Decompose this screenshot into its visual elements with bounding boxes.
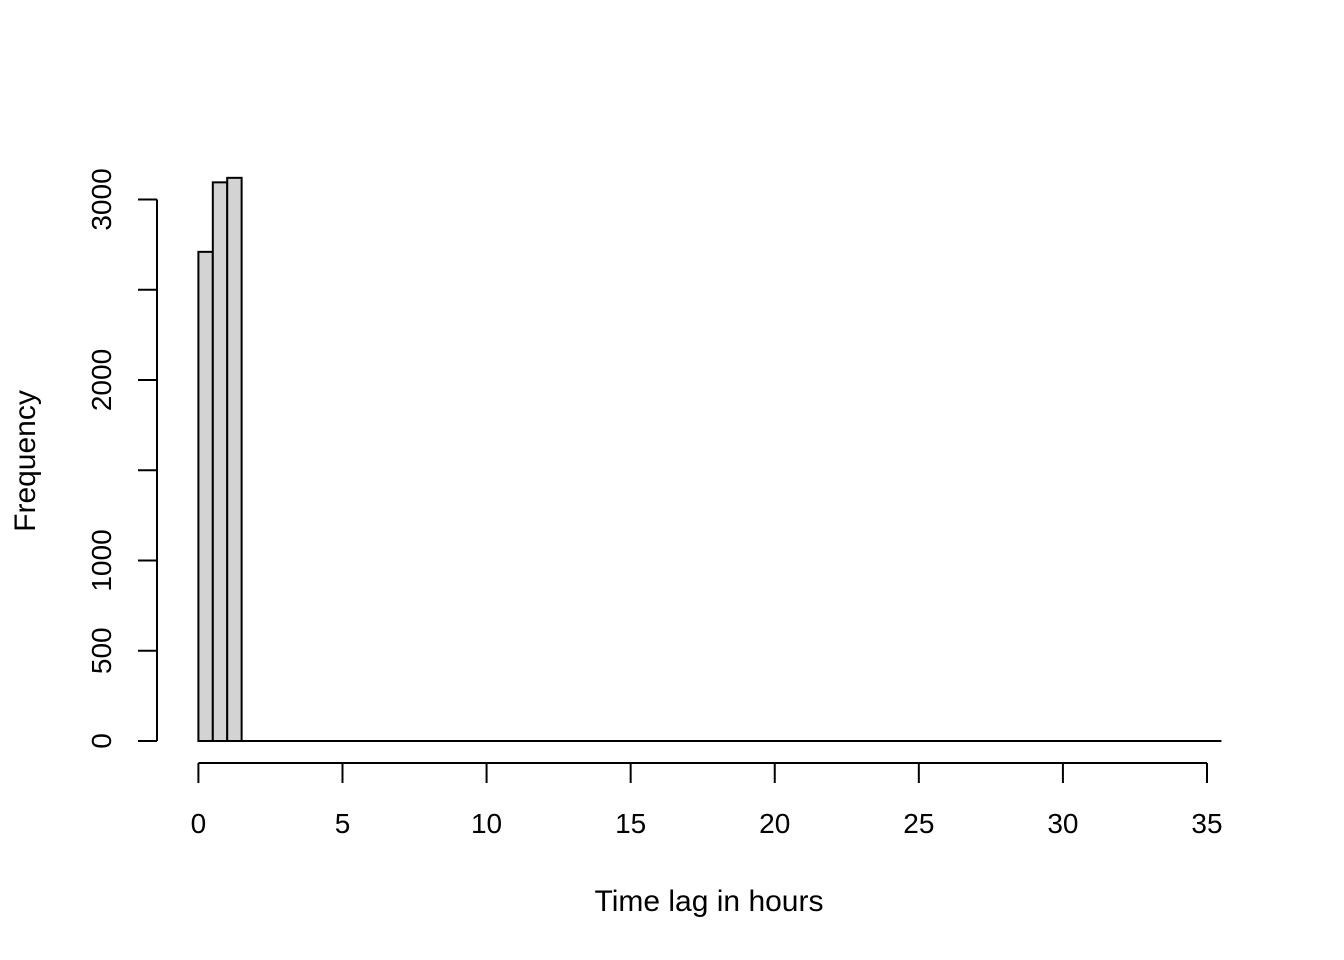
y-tick-label-3000: 3000 [86,168,117,230]
y-axis: 0 500 1000 2000 3000 [86,168,158,749]
x-tick-label-5: 5 [335,808,351,839]
y-tick-label-0: 0 [86,733,117,749]
x-tick-label-10: 10 [471,808,502,839]
y-tick-label-2000: 2000 [86,349,117,411]
y-tick-label-500: 500 [86,627,117,674]
x-tick-label-20: 20 [759,808,790,839]
x-axis: 0 5 10 15 20 25 30 35 [191,762,1223,839]
histogram-bar-2 [226,176,243,742]
x-axis-label: Time lag in hours [595,885,824,918]
histogram-bar-1 [211,181,229,743]
histogram-bars [197,176,1222,743]
x-tick-label-15: 15 [615,808,646,839]
x-tick-label-0: 0 [191,808,207,839]
x-tick-label-30: 30 [1047,808,1078,839]
y-tick-label-1000: 1000 [86,529,117,591]
histogram-bar-0 [197,250,214,742]
x-tick-label-25: 25 [903,808,934,839]
x-tick-label-35: 35 [1191,808,1222,839]
y-axis-label: Frequency [9,390,42,532]
